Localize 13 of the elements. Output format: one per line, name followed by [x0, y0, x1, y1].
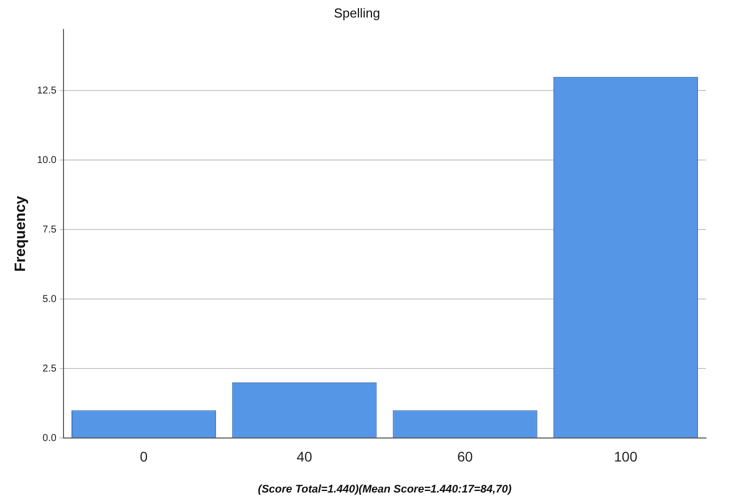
x-tick-label: 100 [614, 448, 638, 464]
y-tick-label: 12.5 [36, 85, 57, 96]
y-tick-label: 2.5 [42, 363, 57, 374]
y-tick-label: 7.5 [42, 224, 57, 236]
y-tick-label: 0.0 [42, 432, 57, 444]
y-tick-label: 5.0 [42, 294, 57, 305]
chart-title: Spelling [334, 5, 380, 20]
x-axis-title: (Score Total=1.440)(Mean Score=1.440:17=84,70) [258, 483, 512, 496]
x-tick-label: 0 [140, 448, 148, 464]
x-tick-label: 40 [296, 448, 312, 464]
y-tick-label: 10.0 [36, 154, 57, 166]
x-tick-label: 60 [457, 448, 474, 464]
y-axis-title: Frequency [12, 195, 30, 272]
